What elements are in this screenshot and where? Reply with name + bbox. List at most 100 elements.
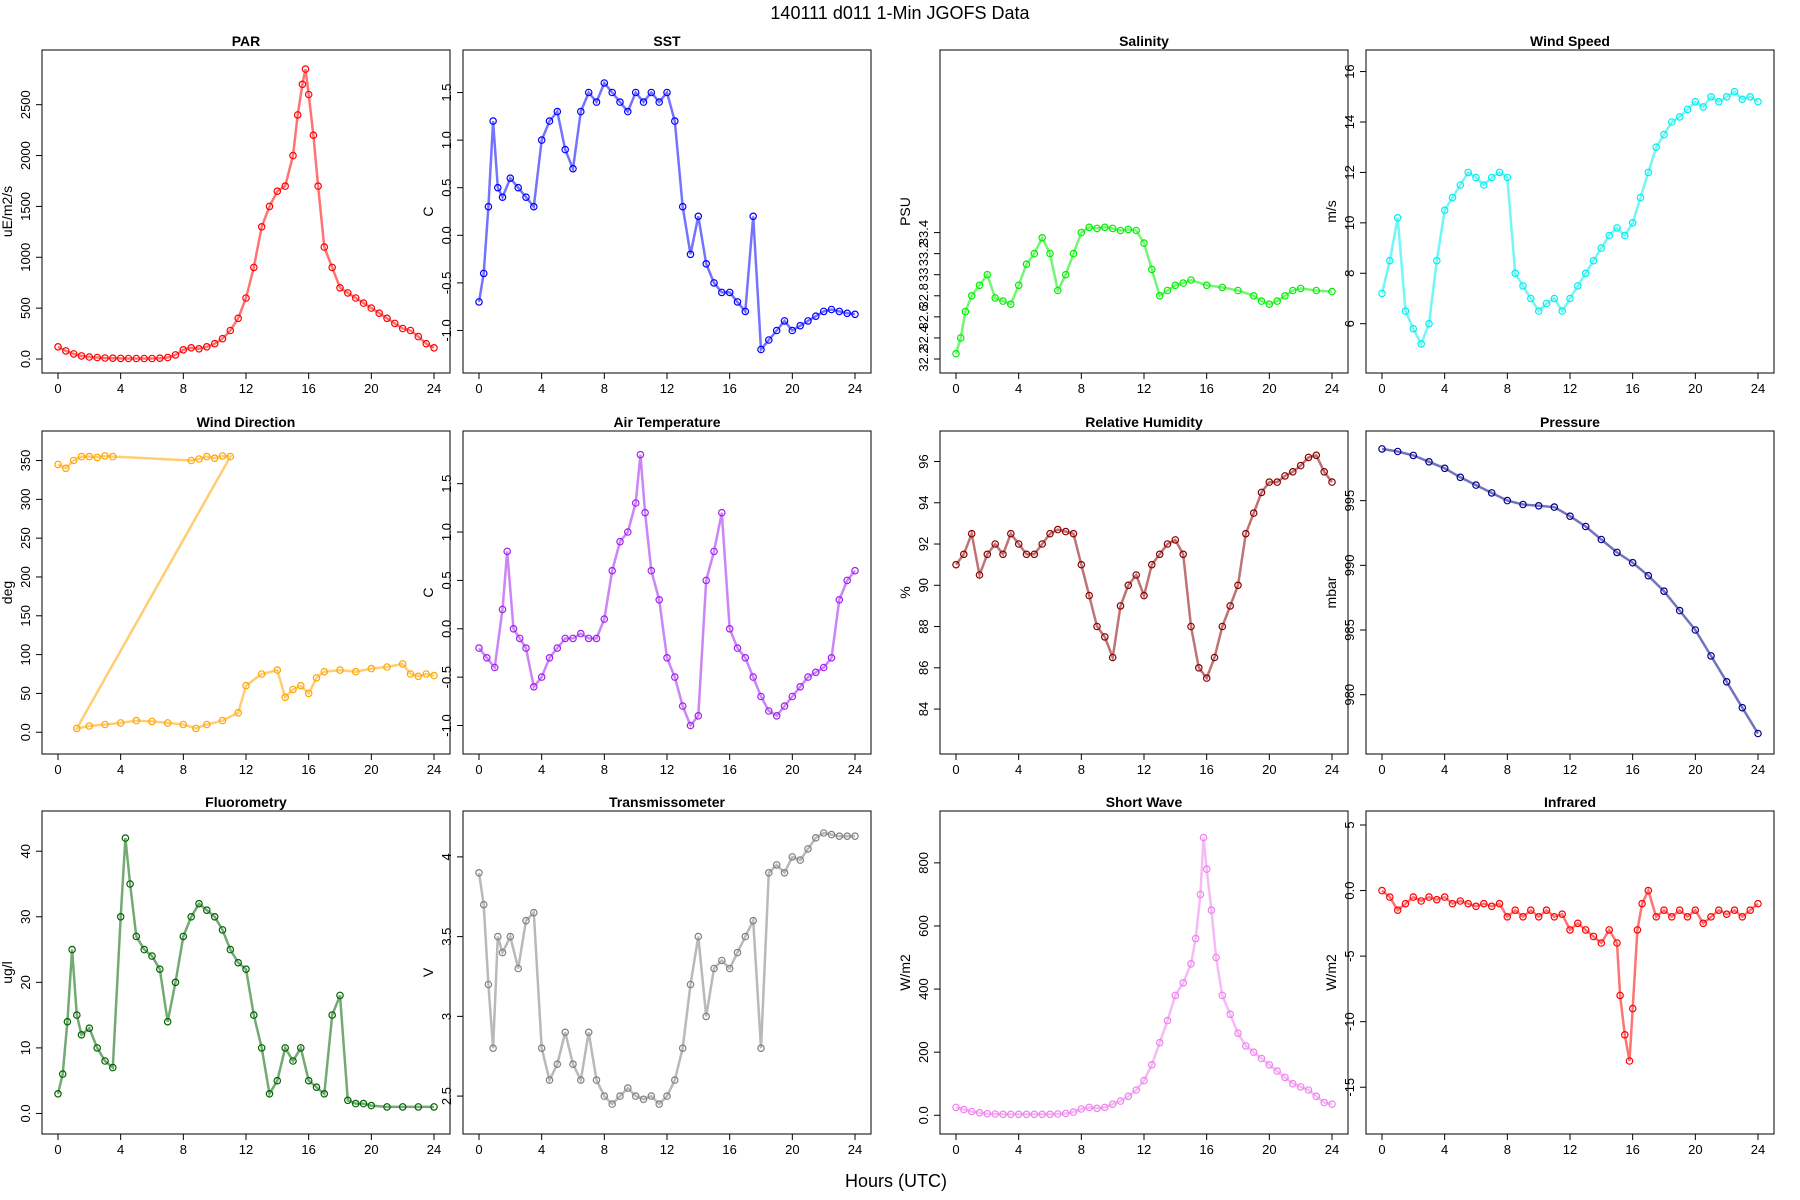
panel-title: Short Wave	[1106, 794, 1183, 810]
y-tick-label: 10	[1342, 216, 1357, 230]
x-tick-label: 20	[785, 1142, 799, 1157]
x-tick-label: 0	[54, 762, 61, 777]
y-tick-label: 32.8	[916, 283, 931, 308]
x-tick-label: 0	[475, 381, 482, 396]
x-tick-label: 16	[1199, 762, 1213, 777]
x-tick-label: 24	[848, 381, 862, 396]
data-point	[1730, 906, 1739, 915]
y-tick-label: 88	[916, 619, 931, 633]
data-point	[1738, 912, 1747, 921]
data-point	[351, 294, 360, 302]
data-point	[952, 560, 960, 569]
x-tick-label: 20	[1688, 381, 1702, 396]
data-point	[1621, 231, 1629, 240]
x-tick-label: 4	[1015, 381, 1022, 396]
y-axis-label: deg	[0, 581, 15, 604]
data-point	[1487, 173, 1496, 182]
data-point	[1163, 286, 1172, 295]
y-tick-label: -0.5	[439, 272, 454, 294]
data-point	[273, 187, 282, 196]
data-point	[1534, 307, 1543, 315]
x-tick-label: 12	[239, 762, 253, 777]
data-point	[796, 682, 805, 691]
data-point	[764, 707, 773, 715]
data-point	[1527, 906, 1535, 915]
y-tick-label: 96	[916, 454, 931, 468]
y-tick-label: 40	[18, 844, 33, 858]
data-point	[1597, 244, 1606, 252]
data-point	[54, 342, 62, 351]
data-point	[234, 958, 243, 967]
x-tick-label: 8	[1078, 381, 1085, 396]
y-axis-label: %	[897, 586, 913, 598]
data-point	[639, 98, 648, 106]
y-tick-label: 32.4	[916, 325, 931, 350]
data-point	[296, 681, 305, 690]
data-point	[804, 673, 812, 681]
data-point	[1281, 472, 1289, 480]
x-tick-label: 0	[475, 1142, 482, 1157]
panel-par: PAR 0 4 8 12 16 20 24 0.0 500 1000 1500 2000 2500 uE/m…	[0, 33, 451, 396]
y-axis-label: W/m2	[897, 954, 913, 991]
y-axis-label: C	[420, 206, 436, 216]
y-axis-label: uE/m2/s	[0, 186, 15, 237]
y-tick-label: 800	[916, 852, 931, 874]
x-tick-label: 16	[1625, 381, 1639, 396]
y-tick-label: 84	[916, 702, 931, 716]
y-tick-label: 200	[916, 1041, 931, 1063]
data-point	[1312, 1092, 1321, 1101]
x-tick-label: 4	[117, 1142, 124, 1157]
data-point	[741, 932, 750, 941]
data-point	[1707, 912, 1715, 921]
series-trace	[477, 831, 855, 1106]
data-point	[780, 317, 789, 325]
y-axis-label: ug/l	[0, 961, 15, 984]
x-tick-label: 8	[180, 762, 187, 777]
data-point	[1393, 906, 1402, 915]
data-point	[1542, 906, 1551, 915]
x-tick-label: 20	[1688, 1142, 1702, 1157]
y-tick-label: 3.5	[439, 928, 454, 946]
data-point	[1683, 912, 1692, 921]
panel-relative-humidity: Relative Humidity 0 4 8 12 16 20 24 84 86 88 90 92 94…	[897, 414, 1349, 777]
data-point	[772, 326, 781, 335]
data-point	[1644, 571, 1653, 580]
y-axis-label: V	[420, 967, 436, 977]
data-point	[304, 689, 313, 698]
x-tick-label: 20	[1688, 762, 1702, 777]
series-points	[54, 452, 438, 733]
data-point	[1691, 98, 1700, 106]
y-axis-label: W/m2	[1323, 954, 1339, 991]
data-point	[717, 956, 726, 965]
data-point	[1409, 324, 1418, 333]
data-point	[576, 629, 585, 638]
data-point	[1132, 1086, 1141, 1094]
y-tick-label: 0.0	[439, 226, 454, 244]
data-point	[1715, 906, 1723, 915]
y-tick-label: 90	[916, 578, 931, 592]
data-point	[422, 339, 431, 348]
panel-title: Wind Direction	[197, 414, 296, 430]
data-point	[1038, 234, 1047, 242]
data-point	[1030, 249, 1039, 258]
panel-short-wave: Short Wave 0 4 8 12 16 20 24 0.0 200 400 600 800 W/m2	[897, 794, 1349, 1157]
y-tick-label: 1.5	[439, 475, 454, 493]
x-tick-label: 4	[1441, 381, 1448, 396]
y-tick-label: 8	[1342, 270, 1357, 277]
data-point	[608, 1100, 617, 1108]
y-tick-label: 300	[18, 488, 33, 510]
data-point	[1715, 98, 1723, 106]
data-point	[1597, 939, 1606, 947]
y-tick-label: 200	[18, 566, 33, 588]
data-point	[210, 912, 219, 921]
y-tick-label: 0.5	[439, 179, 454, 197]
data-point	[819, 663, 828, 672]
x-tick-label: 4	[1441, 1142, 1448, 1157]
data-point	[62, 464, 70, 473]
data-point	[1124, 1092, 1133, 1101]
y-tick-label: 10	[18, 1041, 33, 1055]
series-points	[1378, 886, 1762, 1065]
y-tick-label: 980	[1342, 684, 1357, 706]
x-tick-label: 4	[538, 381, 545, 396]
y-tick-label: 12	[1342, 165, 1357, 179]
